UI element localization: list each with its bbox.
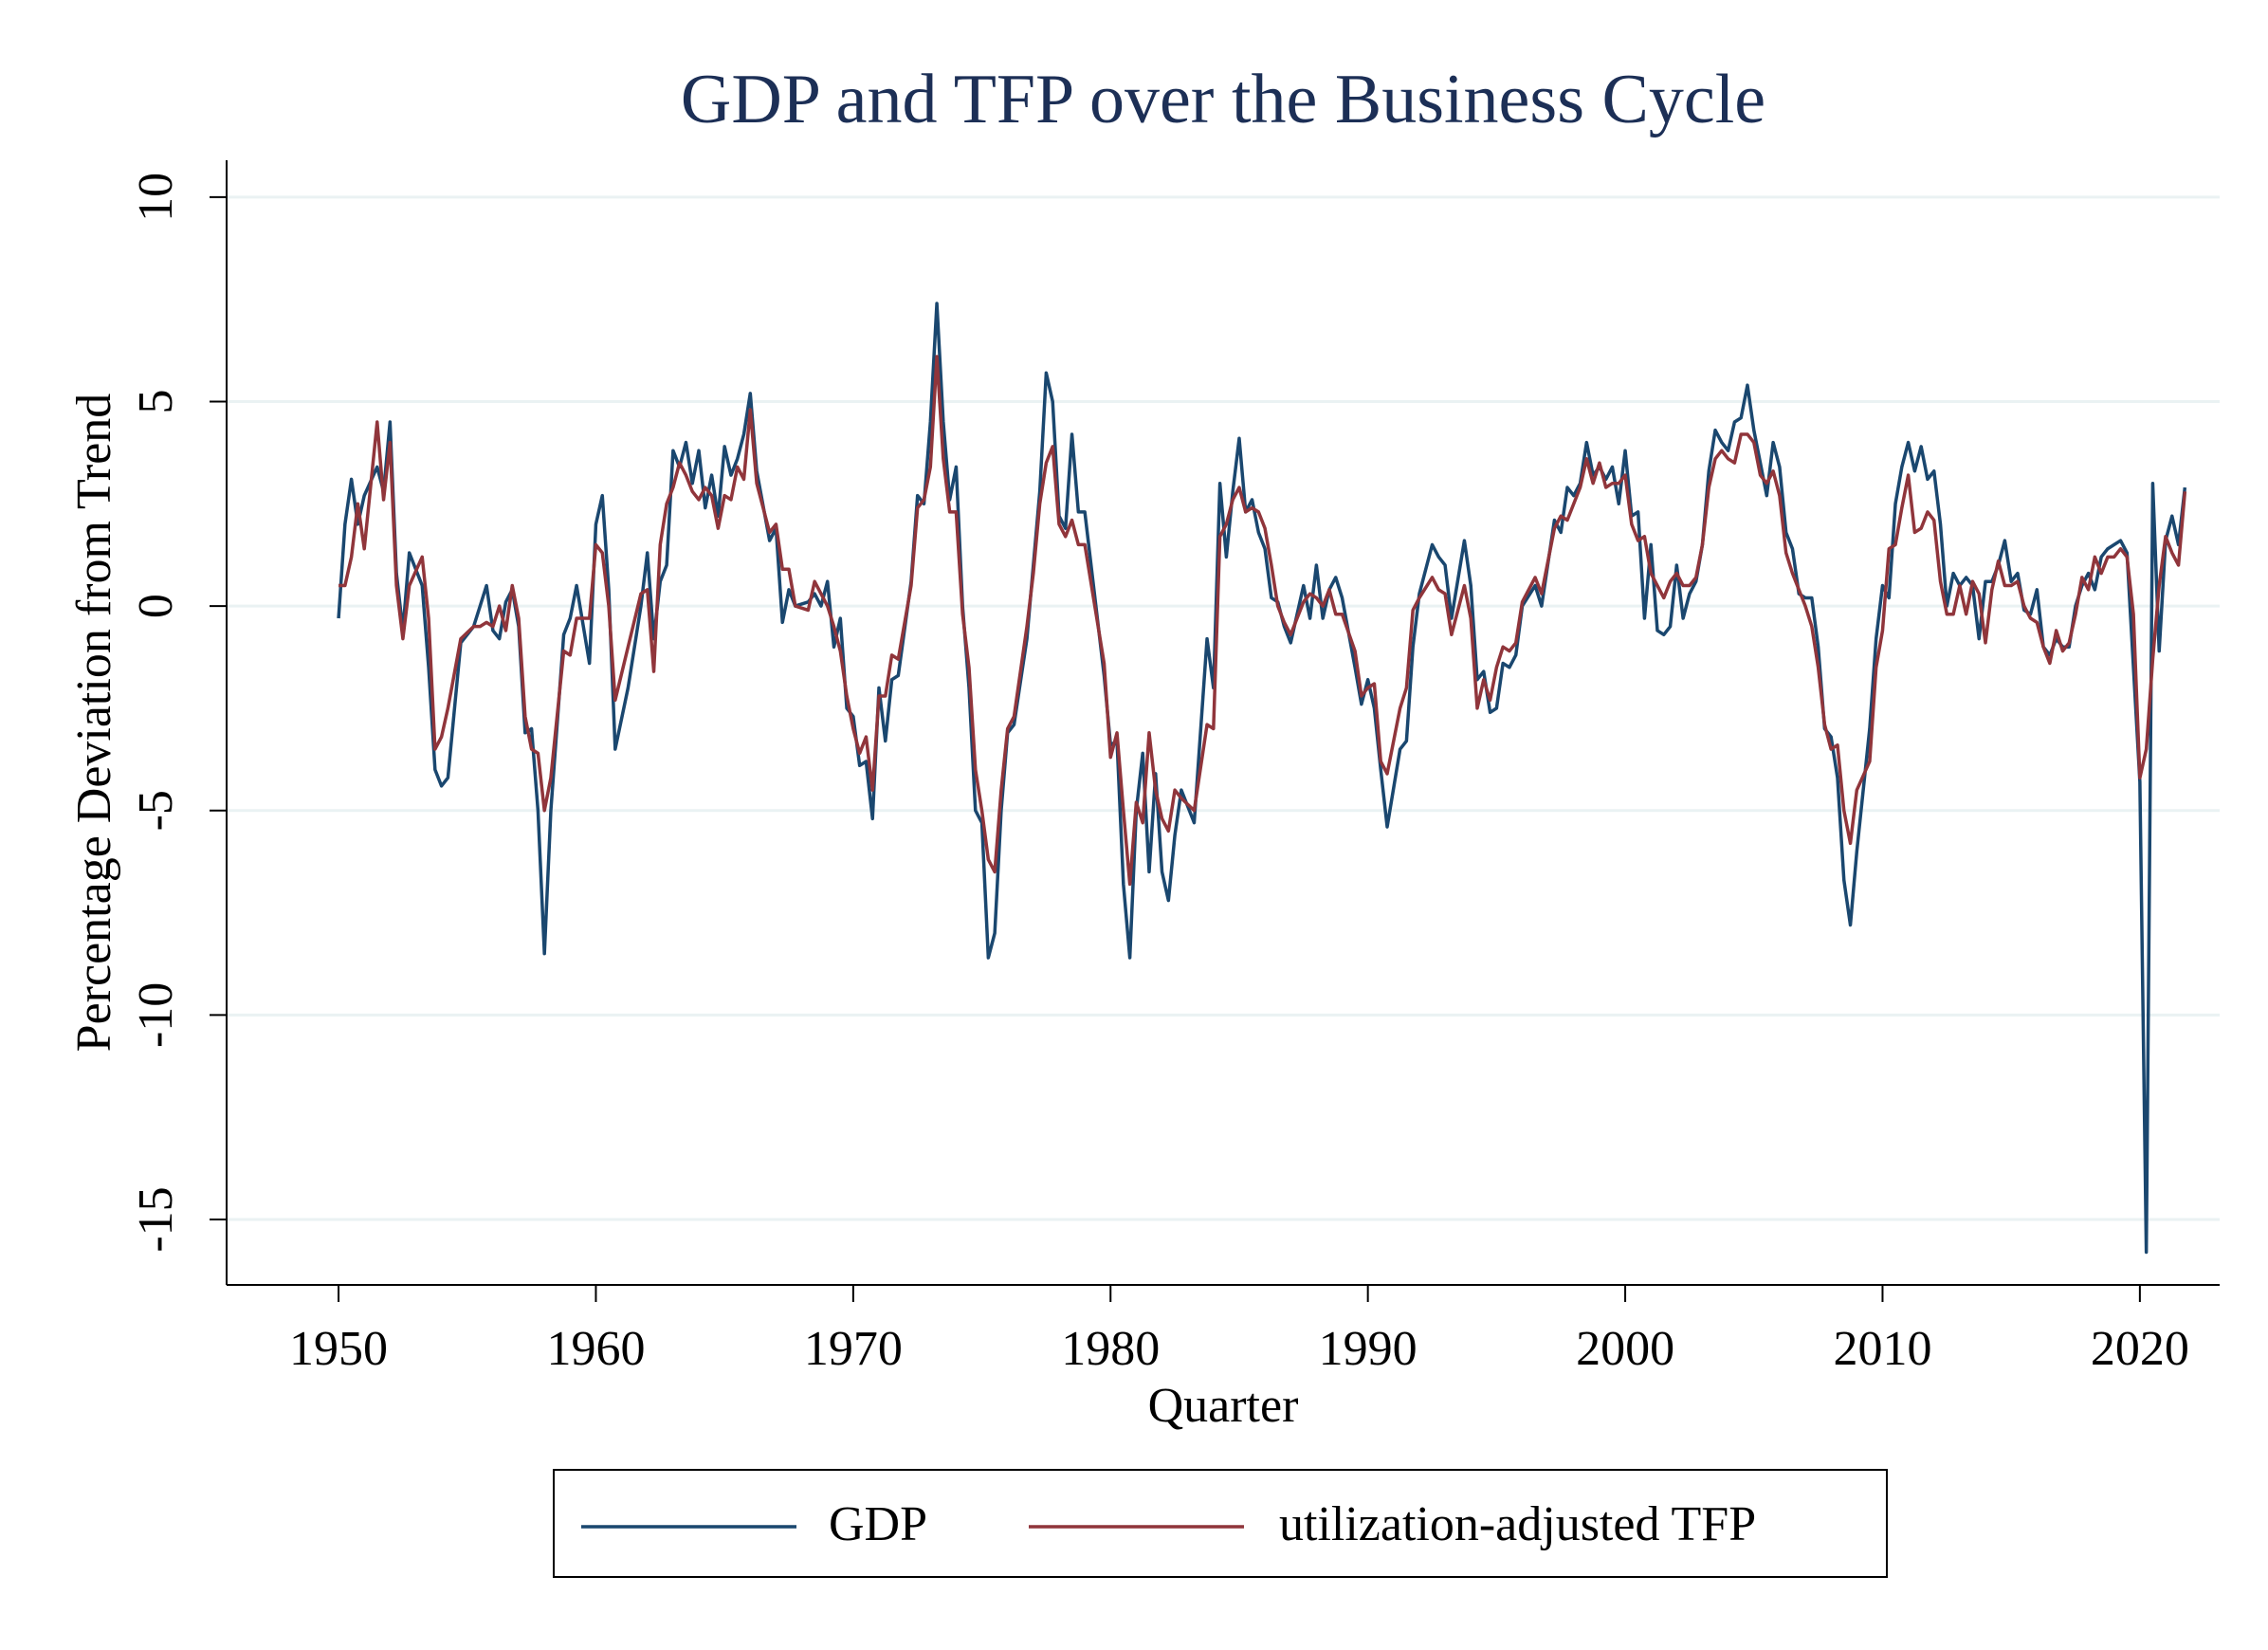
x-tick-label: 2020: [2091, 1322, 2189, 1376]
y-tick-label: -5: [129, 790, 183, 831]
y-tick-label: -10: [129, 982, 183, 1048]
y-tick-label: 0: [129, 594, 183, 618]
x-tick-label: 1980: [1061, 1322, 1160, 1376]
x-tick-label: 1950: [289, 1322, 388, 1376]
line-series: [337, 302, 2187, 1255]
y-tick-label: 5: [129, 389, 183, 413]
line-series: [338, 355, 2187, 887]
x-tick-label: 1970: [804, 1322, 903, 1376]
y-tick-label: 10: [129, 173, 183, 222]
chart-title: GDP and TFP over the Business Cycle: [681, 61, 1765, 138]
legend-label: GDP: [829, 1497, 927, 1551]
y-axis-title: Percentage Deviation from Trend: [67, 394, 121, 1053]
x-tick-label: 2000: [1576, 1322, 1674, 1376]
x-tick-label: 1960: [546, 1322, 645, 1376]
x-tick-label: 2010: [1833, 1322, 1931, 1376]
x-axis-title: Quarter: [1148, 1379, 1299, 1433]
x-tick-label: 1990: [1319, 1322, 1418, 1376]
y-tick-label: -15: [129, 1186, 183, 1252]
legend-label: utilization-adjusted TFP: [1279, 1497, 1756, 1551]
legend-box: [553, 1469, 1888, 1578]
